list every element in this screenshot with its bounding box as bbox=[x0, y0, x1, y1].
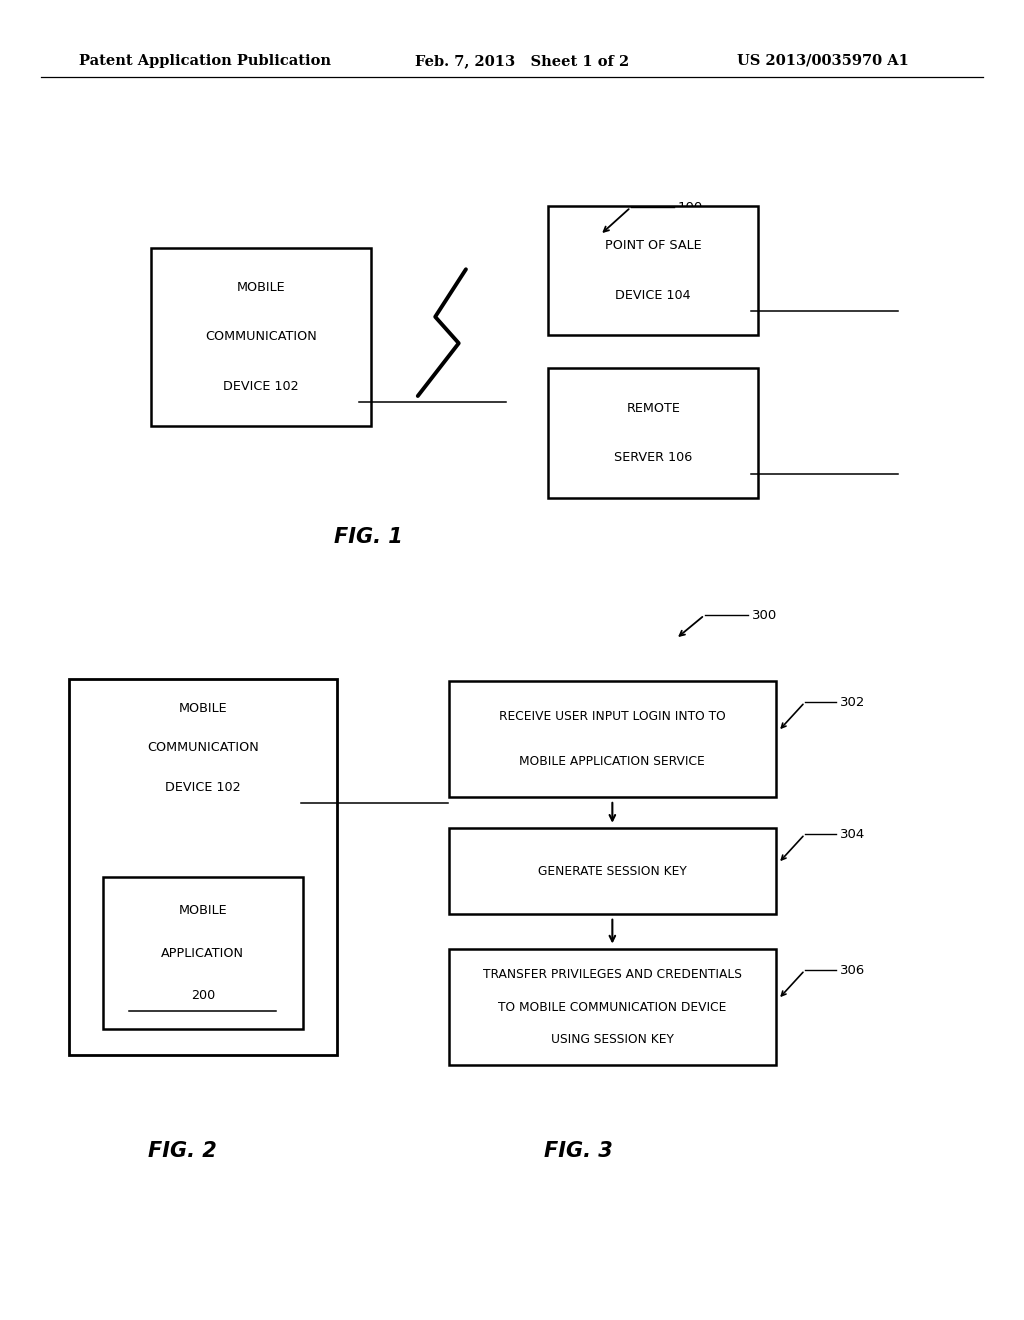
Text: FIG. 1: FIG. 1 bbox=[334, 527, 403, 548]
Text: USING SESSION KEY: USING SESSION KEY bbox=[551, 1034, 674, 1045]
Text: POINT OF SALE: POINT OF SALE bbox=[605, 239, 701, 252]
Text: TO MOBILE COMMUNICATION DEVICE: TO MOBILE COMMUNICATION DEVICE bbox=[498, 1001, 727, 1014]
Bar bbox=[69, 678, 337, 1056]
Bar bbox=[549, 206, 758, 335]
Text: 302: 302 bbox=[840, 696, 865, 709]
Text: 200: 200 bbox=[190, 989, 215, 1002]
Text: MOBILE: MOBILE bbox=[178, 904, 227, 917]
Bar bbox=[152, 248, 372, 425]
Text: APPLICATION: APPLICATION bbox=[161, 946, 245, 960]
Text: DEVICE 104: DEVICE 104 bbox=[615, 289, 691, 302]
Bar bbox=[449, 949, 776, 1065]
Text: MOBILE: MOBILE bbox=[237, 281, 286, 293]
Text: FIG. 2: FIG. 2 bbox=[147, 1140, 217, 1162]
Text: SERVER 106: SERVER 106 bbox=[614, 451, 692, 465]
Text: Patent Application Publication: Patent Application Publication bbox=[79, 54, 331, 67]
Text: 300: 300 bbox=[752, 609, 777, 622]
Text: DEVICE 102: DEVICE 102 bbox=[165, 781, 241, 793]
Text: 304: 304 bbox=[840, 828, 865, 841]
Text: TRANSFER PRIVILEGES AND CREDENTIALS: TRANSFER PRIVILEGES AND CREDENTIALS bbox=[483, 969, 741, 981]
Text: MOBILE: MOBILE bbox=[178, 702, 227, 714]
Text: REMOTE: REMOTE bbox=[627, 401, 680, 414]
Text: DEVICE 102: DEVICE 102 bbox=[223, 380, 299, 392]
Text: COMMUNICATION: COMMUNICATION bbox=[146, 742, 259, 754]
Text: 306: 306 bbox=[840, 964, 865, 977]
Text: FIG. 3: FIG. 3 bbox=[544, 1140, 613, 1162]
Bar bbox=[449, 681, 776, 797]
Text: MOBILE APPLICATION SERVICE: MOBILE APPLICATION SERVICE bbox=[519, 755, 706, 768]
Text: 100: 100 bbox=[678, 201, 703, 214]
Text: GENERATE SESSION KEY: GENERATE SESSION KEY bbox=[538, 865, 687, 878]
Text: US 2013/0035970 A1: US 2013/0035970 A1 bbox=[737, 54, 909, 67]
Text: RECEIVE USER INPUT LOGIN INTO TO: RECEIVE USER INPUT LOGIN INTO TO bbox=[499, 710, 726, 723]
Text: Feb. 7, 2013   Sheet 1 of 2: Feb. 7, 2013 Sheet 1 of 2 bbox=[415, 54, 629, 67]
Bar bbox=[102, 876, 303, 1030]
Bar bbox=[449, 829, 776, 913]
Text: COMMUNICATION: COMMUNICATION bbox=[205, 330, 317, 343]
Bar bbox=[549, 368, 758, 498]
